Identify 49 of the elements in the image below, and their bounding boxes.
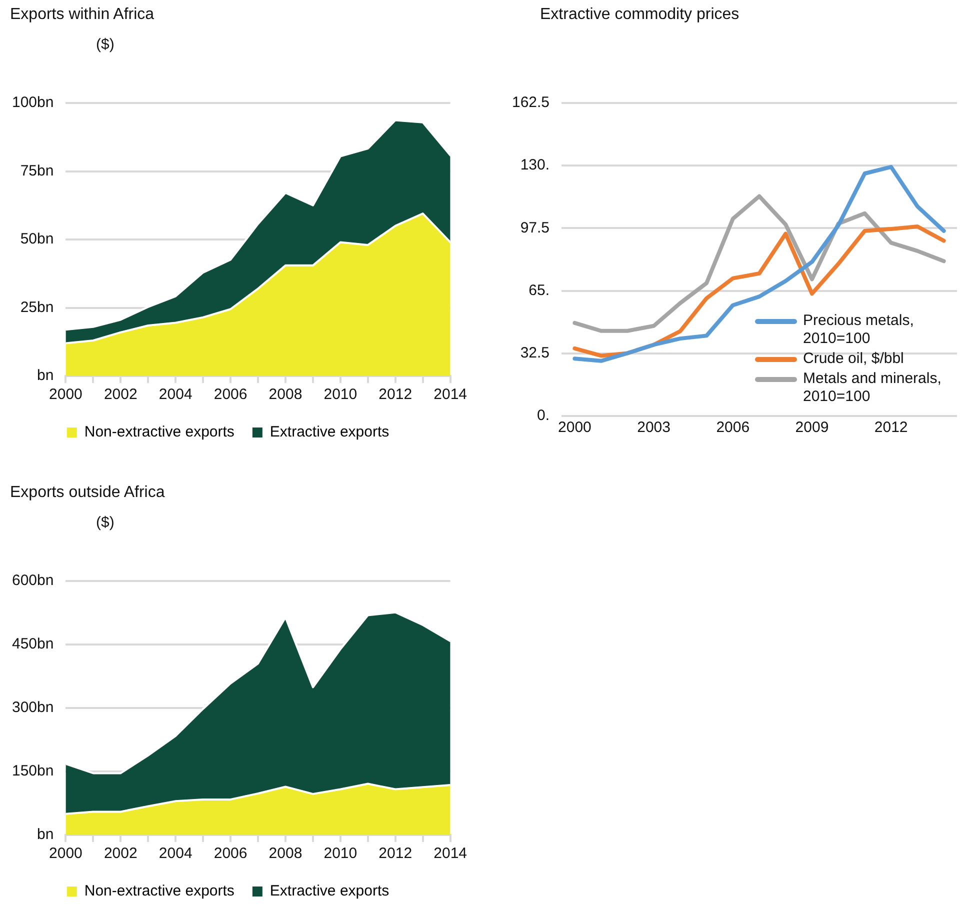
x-tick-label: 2014 xyxy=(434,386,468,404)
y-tick-label: bn xyxy=(37,826,54,844)
x-tick-label: 2002 xyxy=(104,386,138,404)
legend-label: Extractive exports xyxy=(270,424,390,441)
x-tick-label: 2006 xyxy=(716,419,750,436)
y-tick-label: 65. xyxy=(528,282,550,299)
legend-label: Metals and minerals, 2010=100 xyxy=(803,370,942,406)
y-tick-label: 150bn xyxy=(12,762,54,780)
x-tick-label: 2000 xyxy=(558,419,592,436)
legend-label: Non-extractive exports xyxy=(84,424,234,441)
chart-title: Exports within Africa xyxy=(10,6,154,24)
chart-title: Exports outside Africa xyxy=(10,484,165,502)
legend-label: Non-extractive exports xyxy=(84,882,234,900)
chart-subtitle: ($) xyxy=(96,36,114,53)
x-tick-label: 2000 xyxy=(49,845,82,862)
x-tick-label: 2002 xyxy=(104,845,138,862)
y-tick-label: 300bn xyxy=(12,699,54,716)
x-tick-label: 2003 xyxy=(637,419,670,436)
x-tick-label: 2006 xyxy=(214,845,248,862)
x-tick-label: 2004 xyxy=(158,845,192,862)
x-tick-label: 2010 xyxy=(324,845,358,862)
y-tick-label: 162.5 xyxy=(512,94,550,112)
x-tick-label: 2006 xyxy=(214,386,248,404)
x-tick-label: 2000 xyxy=(49,386,82,404)
y-tick-label: 450bn xyxy=(12,636,54,653)
y-tick-label: 75bn xyxy=(20,162,54,180)
y-tick-label: 50bn xyxy=(20,230,54,248)
legend-label: Extractive exports xyxy=(270,882,390,900)
x-tick-label: 2010 xyxy=(324,386,358,404)
legend-label: Crude oil, $/bbl xyxy=(803,350,904,368)
y-tick-label: 97.5 xyxy=(520,219,550,236)
x-tick-label: 2004 xyxy=(158,386,192,404)
x-tick-label: 2012 xyxy=(874,419,908,436)
y-tick-label: 130. xyxy=(520,156,550,174)
y-tick-label: 25bn xyxy=(20,298,54,316)
y-tick-label: 32.5 xyxy=(520,344,550,362)
chart-title: Extractive commodity prices xyxy=(540,6,740,24)
y-tick-label: 0. xyxy=(537,407,550,424)
chart-subtitle: ($) xyxy=(96,514,114,531)
x-tick-label: 2008 xyxy=(268,386,302,404)
x-tick-label: 2014 xyxy=(434,845,468,862)
x-tick-label: 2008 xyxy=(268,845,302,862)
x-tick-label: 2009 xyxy=(795,419,829,436)
x-tick-label: 2012 xyxy=(378,386,412,404)
y-tick-label: 100bn xyxy=(12,94,54,112)
y-tick-label: bn xyxy=(37,367,54,384)
legend-label: Precious metals, 2010=100 xyxy=(803,312,915,348)
y-tick-label: 600bn xyxy=(12,572,54,590)
x-tick-label: 2012 xyxy=(378,845,412,862)
